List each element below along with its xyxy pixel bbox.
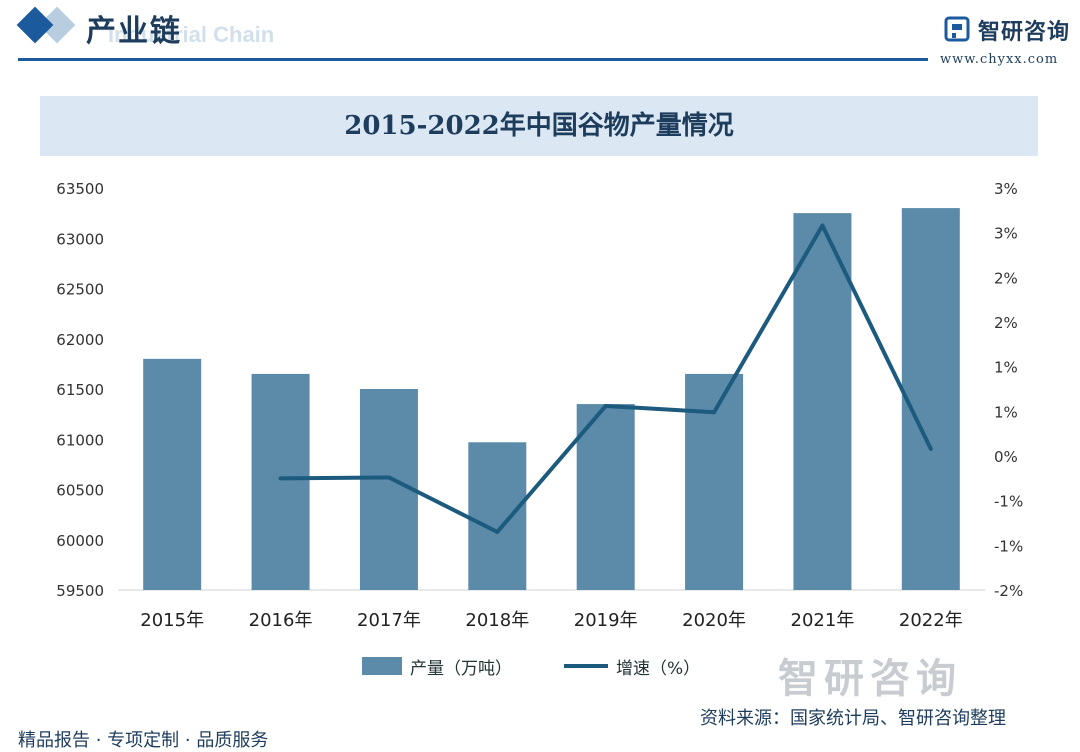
watermark-logo: 智研咨询 xyxy=(778,646,962,704)
legend-bar-label: 产量（万吨） xyxy=(410,654,512,679)
left-tick-label: 63000 xyxy=(56,230,104,248)
left-tick-label: 61000 xyxy=(56,431,104,449)
x-tick-label: 2017年 xyxy=(357,610,421,631)
x-tick-label: 2019年 xyxy=(574,610,638,631)
right-tick-label: 3% xyxy=(994,225,1018,243)
left-tick-label: 60500 xyxy=(56,482,104,500)
legend-line-label: 增速（%） xyxy=(616,654,700,679)
bar xyxy=(468,442,526,590)
right-tick-label: 1% xyxy=(994,403,1018,421)
bar xyxy=(902,208,960,590)
bar xyxy=(143,359,201,590)
growth-point xyxy=(929,447,933,451)
growth-point xyxy=(279,476,283,480)
right-tick-label: 1% xyxy=(994,359,1018,377)
x-tick-label: 2015年 xyxy=(140,610,204,631)
right-tick-label: 3% xyxy=(994,180,1018,198)
right-tick-label: 0% xyxy=(994,448,1018,466)
left-tick-label: 60000 xyxy=(56,532,104,550)
right-tick-label: -1% xyxy=(994,537,1023,555)
legend-bar-swatch xyxy=(362,657,402,675)
x-tick-label: 2016年 xyxy=(249,610,313,631)
legend: 产量（万吨） 增速（%） xyxy=(362,652,700,680)
x-tick-label: 2020年 xyxy=(682,610,746,631)
legend-line-swatch xyxy=(564,664,608,668)
growth-point xyxy=(604,404,608,408)
left-tick-label: 62000 xyxy=(56,331,104,349)
bar xyxy=(252,374,310,590)
source-note: 资料来源：国家统计局、智研咨询整理 xyxy=(700,704,1006,730)
right-tick-label: -2% xyxy=(994,582,1023,600)
growth-point xyxy=(495,530,499,534)
bar xyxy=(685,374,743,590)
x-tick-label: 2021年 xyxy=(791,610,855,631)
left-tick-label: 61500 xyxy=(56,381,104,399)
x-tick-label: 2022年 xyxy=(899,610,963,631)
left-tick-label: 59500 xyxy=(56,582,104,600)
footer-tagline: 精品报告 · 专项定制 · 品质服务 xyxy=(18,726,268,752)
x-tick-label: 2018年 xyxy=(465,610,529,631)
left-tick-label: 62500 xyxy=(56,281,104,299)
growth-point xyxy=(820,224,824,228)
right-tick-label: -1% xyxy=(994,493,1023,511)
left-tick-label: 63500 xyxy=(56,180,104,198)
right-tick-label: 2% xyxy=(994,269,1018,287)
growth-point xyxy=(387,475,391,479)
right-tick-label: 2% xyxy=(994,314,1018,332)
growth-point xyxy=(712,410,716,414)
